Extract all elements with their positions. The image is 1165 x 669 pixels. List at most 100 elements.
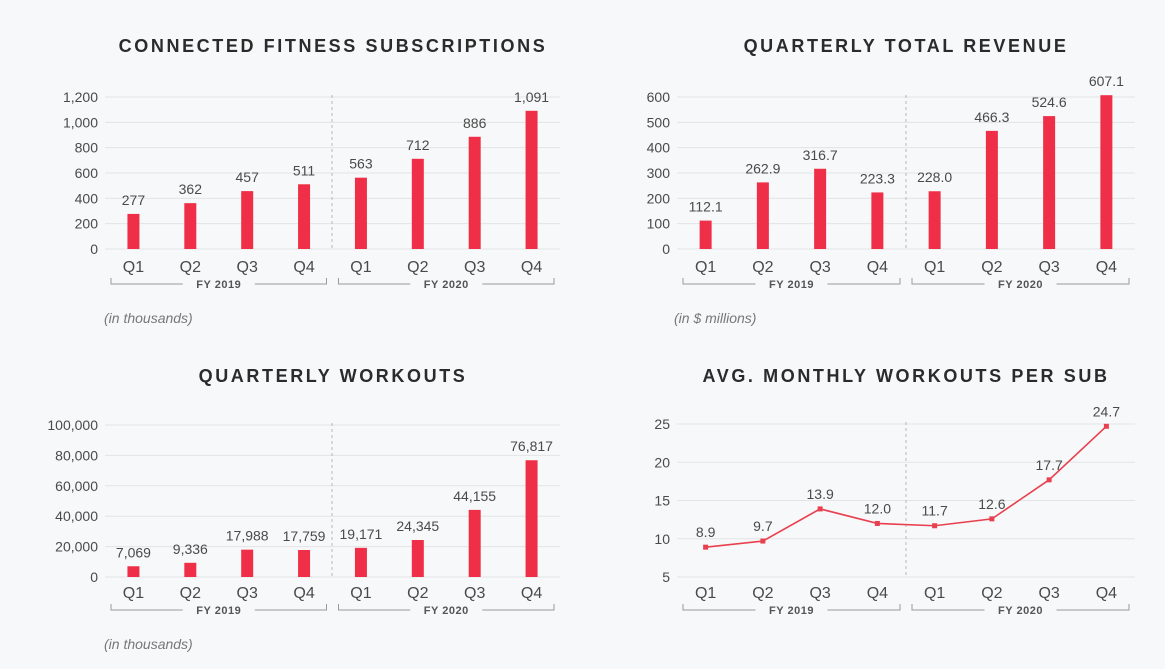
x-tick-label: Q3 — [1038, 585, 1059, 602]
bar — [241, 549, 254, 577]
x-tick-label: Q4 — [293, 585, 314, 602]
y-tick-label: 300 — [647, 165, 671, 181]
x-tick-label: Q2 — [981, 259, 1002, 276]
group-bracket — [110, 604, 327, 611]
data-label: 262.9 — [745, 160, 780, 176]
data-label: 1,091 — [514, 89, 549, 105]
data-label: 12.6 — [978, 496, 1005, 512]
data-label: 76,817 — [510, 438, 553, 454]
data-label: 17,759 — [283, 528, 326, 544]
y-tick-label: 600 — [647, 89, 671, 105]
y-tick-label: 1,200 — [63, 89, 98, 105]
group-label: FY 2020 — [424, 605, 469, 617]
data-point — [1103, 423, 1109, 429]
group-bracket — [338, 278, 555, 285]
x-tick-label: Q2 — [407, 259, 428, 276]
x-tick-label: Q4 — [521, 259, 542, 276]
group-label: FY 2020 — [998, 279, 1043, 291]
y-tick-label: 0 — [90, 241, 98, 257]
data-label: 228.0 — [917, 169, 952, 185]
bar — [127, 566, 140, 577]
bar — [699, 220, 712, 249]
data-point — [760, 538, 766, 544]
y-tick-label: 15 — [654, 493, 670, 509]
group-bracket — [682, 278, 901, 285]
x-tick-label: Q4 — [521, 585, 542, 602]
bar — [525, 110, 538, 249]
data-point — [1046, 477, 1052, 483]
bar — [184, 203, 197, 249]
x-tick-label: Q4 — [1096, 585, 1117, 602]
data-label: 223.3 — [860, 170, 895, 186]
bar — [184, 562, 197, 577]
data-label: 13.9 — [807, 486, 834, 502]
x-tick-label: Q1 — [924, 585, 945, 602]
y-tick-label: 100 — [647, 216, 671, 232]
data-label: 524.6 — [1032, 94, 1067, 110]
bar — [756, 182, 769, 249]
group-label: FY 2020 — [998, 605, 1043, 617]
y-tick-label: 600 — [75, 165, 99, 181]
bar — [525, 460, 538, 577]
data-label: 712 — [406, 137, 430, 153]
data-label: 24,345 — [396, 518, 439, 534]
data-label: 457 — [236, 169, 260, 185]
chart-title: CONNECTED FITNESS SUBSCRIPTIONS — [119, 36, 548, 56]
x-tick-label: Q1 — [350, 259, 371, 276]
data-label: 466.3 — [974, 109, 1009, 125]
unit-note: (in $ millions) — [674, 310, 756, 326]
bar — [468, 136, 481, 249]
x-tick-label: Q1 — [924, 259, 945, 276]
bar — [985, 130, 998, 249]
data-point — [989, 516, 995, 522]
bar — [1100, 95, 1113, 250]
y-tick-label: 60,000 — [55, 478, 98, 494]
x-tick-label: Q2 — [407, 585, 428, 602]
group-label: FY 2019 — [196, 605, 241, 617]
chart-3: QUARTERLY WORKOUTS 0 20,000 40,000 60,000 80,… — [47, 366, 560, 652]
bar — [298, 550, 311, 577]
data-label: 44,155 — [453, 488, 496, 504]
chart-title: QUARTERLY WORKOUTS — [199, 366, 468, 386]
x-tick-label: Q1 — [350, 585, 371, 602]
group-bracket — [911, 278, 1130, 285]
x-tick-label: Q4 — [867, 259, 888, 276]
y-tick-label: 800 — [75, 140, 99, 156]
data-label: 563 — [349, 156, 373, 172]
x-tick-label: Q1 — [123, 259, 144, 276]
group-bracket — [338, 604, 555, 611]
x-tick-label: Q3 — [237, 585, 258, 602]
x-tick-label: Q3 — [464, 585, 485, 602]
x-tick-label: Q3 — [1038, 259, 1059, 276]
data-label: 24.7 — [1093, 403, 1120, 419]
data-label: 511 — [293, 162, 316, 178]
y-tick-label: 0 — [90, 569, 98, 585]
x-tick-label: Q4 — [293, 259, 314, 276]
y-tick-label: 100,000 — [47, 417, 98, 433]
data-label: 316.7 — [803, 147, 838, 163]
y-tick-label: 400 — [647, 140, 671, 156]
x-tick-label: Q2 — [752, 585, 773, 602]
group-label: FY 2019 — [769, 279, 814, 291]
x-tick-label: Q4 — [867, 585, 888, 602]
y-tick-label: 20 — [654, 454, 670, 470]
data-label: 362 — [179, 181, 203, 197]
y-tick-label: 200 — [647, 190, 671, 206]
x-tick-label: Q2 — [981, 585, 1002, 602]
bar — [411, 158, 424, 249]
x-tick-label: Q3 — [464, 259, 485, 276]
data-label: 17,988 — [226, 528, 269, 544]
bar — [814, 168, 827, 249]
group-label: FY 2019 — [196, 279, 241, 291]
bar — [468, 509, 481, 577]
y-tick-label: 0 — [662, 241, 670, 257]
x-tick-label: Q2 — [752, 259, 773, 276]
x-tick-label: Q2 — [180, 585, 201, 602]
data-label: 17.7 — [1036, 457, 1063, 473]
x-tick-label: Q3 — [809, 259, 830, 276]
bar — [411, 539, 424, 577]
chart-1: CONNECTED FITNESS SUBSCRIPTIONS 0 200 400 60… — [63, 36, 560, 326]
data-label: 607.1 — [1089, 73, 1124, 89]
chart-2: QUARTERLY TOTAL REVENUE 0 100 200 300 400 500 6… — [647, 36, 1135, 326]
